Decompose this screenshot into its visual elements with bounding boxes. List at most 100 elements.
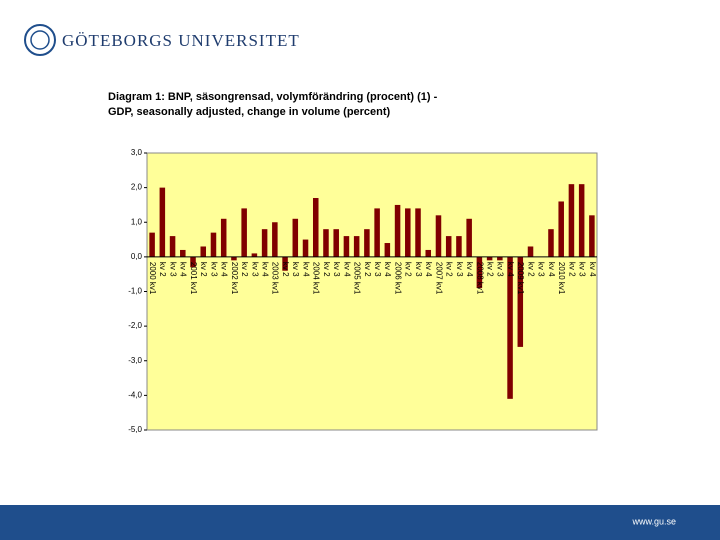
x-tick-label: kv 3	[455, 262, 464, 277]
bar	[159, 187, 166, 257]
y-tick-label: -1,0	[128, 287, 142, 296]
x-tick-label: kv 4	[588, 262, 597, 277]
y-tick-label: -5,0	[128, 425, 142, 434]
x-tick-label: kv 2	[363, 262, 372, 277]
x-tick-label: 2010 kv1	[557, 262, 566, 295]
footer-bar	[0, 505, 720, 540]
y-tick-label: 2,0	[131, 183, 143, 192]
bar	[353, 236, 360, 257]
x-tick-label: kv 2	[158, 262, 167, 277]
x-tick-label: kv 3	[332, 262, 341, 277]
x-tick-label: kv 2	[526, 262, 535, 277]
bar	[456, 236, 462, 257]
x-tick-label: kv 3	[373, 262, 382, 277]
bar	[435, 215, 442, 257]
x-tick-label: kv 4	[547, 262, 556, 277]
bar	[578, 184, 585, 257]
bar	[190, 256, 196, 268]
chart-title: Diagram 1: BNP, säsongrensad, volymförän…	[108, 91, 438, 103]
bar	[333, 229, 339, 257]
x-tick-label: 2005 kv1	[353, 262, 362, 295]
x-tick-label: 2000 kv1	[148, 262, 157, 295]
x-tick-label: kv 4	[261, 262, 270, 277]
bar	[210, 232, 217, 257]
x-tick-label: kv 4	[301, 262, 310, 277]
x-tick-label: kv 2	[567, 262, 576, 277]
x-tick-label: kv 2	[322, 262, 331, 277]
bar	[589, 215, 595, 257]
x-tick-label: kv 3	[537, 262, 546, 277]
x-tick-label: kv 4	[424, 262, 433, 277]
x-tick-label: 2004 kv1	[312, 262, 321, 295]
bar	[558, 201, 564, 257]
y-tick-label: 3,0	[131, 148, 143, 157]
y-tick-label: 1,0	[131, 217, 143, 226]
x-tick-label: 2009 kv1	[516, 262, 525, 295]
footer-url: www.gu.se	[631, 516, 676, 526]
x-tick-label: kv 2	[486, 262, 495, 277]
x-tick-label: kv 3	[578, 262, 587, 277]
y-tick-label: -2,0	[128, 321, 142, 330]
bar	[384, 243, 391, 257]
bar	[507, 256, 513, 399]
bar	[415, 208, 421, 257]
bar	[302, 239, 309, 257]
bar	[261, 229, 268, 257]
x-tick-label: kv 2	[404, 262, 413, 277]
bar	[231, 256, 237, 261]
bar	[527, 246, 534, 257]
bar	[405, 208, 411, 257]
bar	[169, 236, 176, 257]
x-tick-label: kv 2	[445, 262, 454, 277]
bar	[312, 198, 319, 257]
bar	[343, 236, 350, 257]
bar	[517, 256, 524, 347]
x-tick-label: 2006 kv1	[393, 262, 402, 295]
bar	[241, 208, 247, 257]
logo-emblem-inner	[30, 30, 50, 50]
logo-text: GÖTEBORGS UNIVERSITET	[62, 31, 300, 50]
x-tick-label: kv 4	[220, 262, 229, 277]
bar	[394, 204, 401, 257]
x-tick-label: kv 3	[250, 262, 259, 277]
x-tick-label: kv 2	[199, 262, 208, 277]
x-tick-label: kv 3	[291, 262, 300, 277]
bar	[445, 236, 452, 257]
bar	[292, 218, 299, 257]
x-tick-label: kv 3	[168, 262, 177, 277]
x-tick-label: kv 4	[465, 262, 474, 277]
x-tick-label: 2002 kv1	[230, 262, 239, 295]
bar	[220, 218, 227, 257]
bar	[180, 249, 186, 257]
bar	[425, 249, 432, 257]
bar	[476, 256, 483, 289]
logo	[24, 24, 56, 56]
chart: 3,0 2,0 1,0 0,0 -1,0 -2,0 -3,0 -4,0 -5,0 2000 kv1…	[128, 148, 598, 434]
y-tick-label: -4,0	[128, 390, 142, 399]
x-tick-label: kv 4	[506, 262, 515, 277]
x-tick-label: 2007 kv1	[434, 262, 443, 295]
x-tick-label: 2008 kv1	[475, 262, 484, 295]
plot-area	[146, 152, 598, 431]
x-tick-label: kv 4	[342, 262, 351, 277]
x-tick-label: 2001 kv1	[189, 262, 198, 295]
bar	[251, 253, 258, 257]
bar	[323, 229, 329, 257]
bar	[200, 246, 207, 257]
bar	[282, 256, 288, 271]
x-tick-label: kv 2	[240, 262, 249, 277]
x-tick-label: kv 4	[383, 262, 392, 277]
y-tick-label: -3,0	[128, 356, 142, 365]
bar	[466, 218, 472, 257]
y-tick-label: 0,0	[131, 252, 143, 261]
bar	[548, 229, 554, 257]
bar	[497, 256, 503, 261]
x-tick-label: kv 4	[179, 262, 188, 277]
bar	[374, 208, 380, 257]
x-tick-label: 2003 kv1	[271, 262, 280, 295]
logo-emblem	[24, 24, 56, 56]
x-tick-label: kv 3	[209, 262, 218, 277]
x-tick-label: kv 3	[414, 262, 423, 277]
bar	[272, 222, 278, 257]
